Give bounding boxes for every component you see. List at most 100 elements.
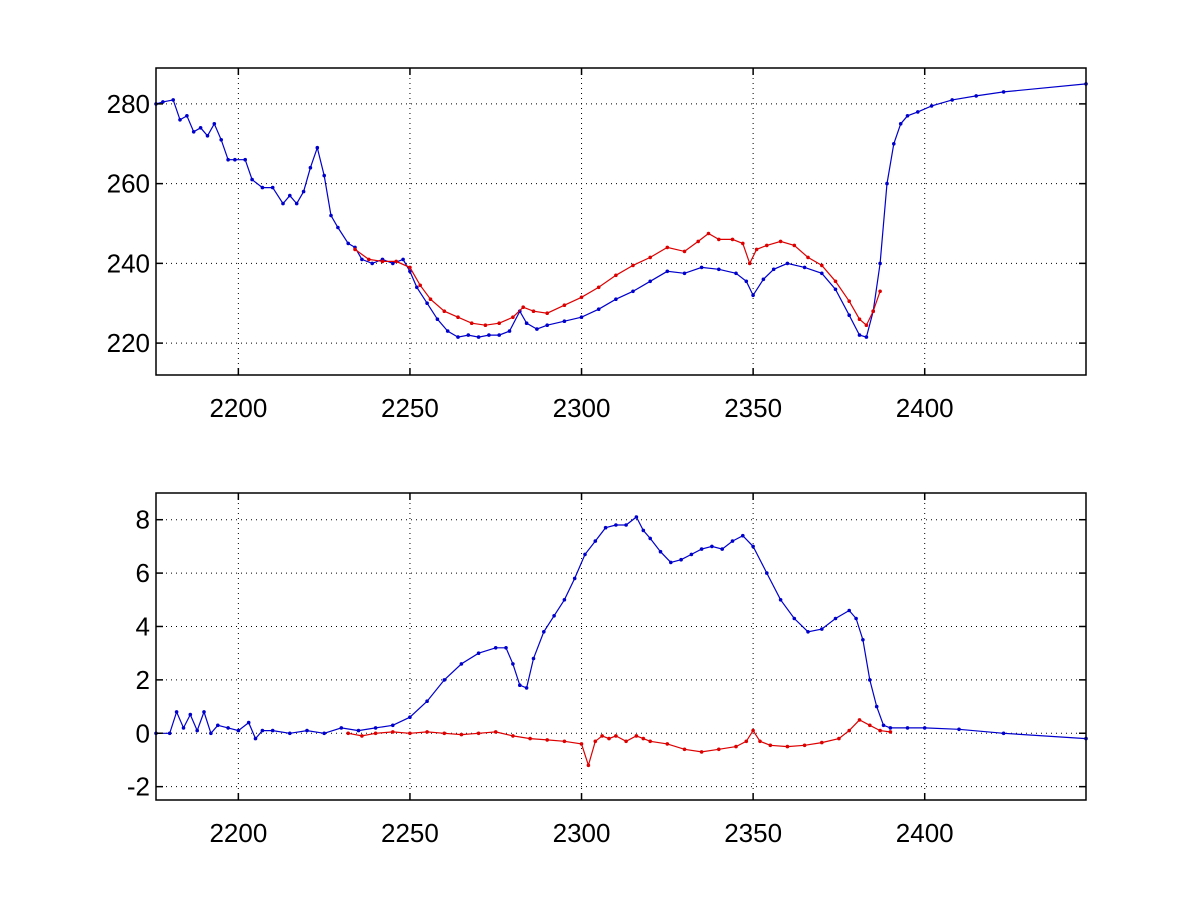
bottom-series-red-point xyxy=(493,730,498,734)
top-series-red-point xyxy=(833,279,838,284)
top-series-blue-point xyxy=(734,271,738,276)
top-series-blue-point xyxy=(425,301,429,306)
top-series-blue-point xyxy=(360,257,364,262)
top-series-blue-point xyxy=(370,261,375,266)
bottom-series-blue-point xyxy=(253,736,258,741)
top-series-blue-point xyxy=(456,335,460,339)
top-series-blue-point xyxy=(270,185,275,190)
bottom-series-blue-point xyxy=(373,726,378,730)
bottom-series-red-point xyxy=(360,734,364,738)
bottom-series-blue-point xyxy=(209,731,213,736)
top-series-red-point xyxy=(665,245,670,250)
bottom-series-red-point xyxy=(641,736,646,741)
top-series-red-point xyxy=(696,239,700,244)
top-series-blue-point xyxy=(178,118,182,122)
bottom-series-red-point xyxy=(593,739,598,744)
top-series-red-point xyxy=(380,259,385,264)
top-series-blue-point xyxy=(878,261,882,266)
bottom-series-blue-point xyxy=(593,539,598,543)
bottom-series-blue-point xyxy=(957,727,961,732)
bottom-series-blue-point xyxy=(741,533,745,538)
bottom-series-blue-point xyxy=(524,686,529,690)
bottom-series-red-point xyxy=(785,744,790,749)
top-series-blue-point xyxy=(435,317,440,322)
top-series-blue-point xyxy=(820,271,824,276)
bottom-series-blue-point xyxy=(669,560,673,565)
bottom-series-blue-point xyxy=(699,547,704,551)
top-series-blue-point xyxy=(205,134,210,138)
top-series-blue-point xyxy=(892,142,896,146)
bottom-series-red-point xyxy=(634,734,639,738)
top-series-red-point xyxy=(806,255,810,260)
top-series-blue-point xyxy=(916,110,920,114)
top-series-blue-point xyxy=(751,293,755,298)
bottom-series-red-point xyxy=(758,739,762,744)
top-series-blue-point xyxy=(408,269,412,274)
top-x-tick-label: 2250 xyxy=(381,393,439,423)
top-series-blue-point xyxy=(785,261,790,266)
top-series-blue-point xyxy=(699,265,704,270)
top-series-blue-point xyxy=(219,138,223,142)
bottom-series-blue-point xyxy=(922,726,927,730)
bottom-x-tick-label: 2250 xyxy=(381,818,439,848)
top-plot-panel: 2200 2250 2300 2350 2400 220 240 260 280 xyxy=(107,67,1088,423)
bottom-series-red-point xyxy=(600,734,604,738)
bottom-series-blue-point xyxy=(425,699,429,703)
top-series-red-line xyxy=(354,232,881,327)
bottom-series-blue-point xyxy=(246,720,251,725)
bottom-series-red-point xyxy=(476,731,481,736)
bottom-series-blue-point xyxy=(305,728,309,733)
bottom-plot-panel: 2200 2250 2300 2350 2400 -2 0 2 4 6 8 xyxy=(127,492,1088,848)
bottom-series-blue-point xyxy=(658,549,663,554)
top-series-red-point xyxy=(394,259,399,264)
bottom-x-tick-label: 2200 xyxy=(209,818,267,848)
bottom-series-blue-point xyxy=(634,515,639,519)
top-series-blue-point xyxy=(308,165,313,170)
top-series-red-point xyxy=(562,303,567,308)
top-series-blue-point xyxy=(535,327,539,331)
top-series-blue-point xyxy=(545,323,549,328)
bottom-series-blue-point xyxy=(442,678,447,682)
bottom-series-blue-point xyxy=(459,662,464,666)
bottom-series-blue-point xyxy=(868,678,872,682)
bottom-series-blue-point xyxy=(552,614,556,618)
bottom-series-red-point xyxy=(442,731,447,736)
bottom-series-blue-point xyxy=(260,728,265,733)
top-series-blue-point xyxy=(631,289,635,294)
top-series-blue-point xyxy=(329,213,333,218)
top-series-blue-point xyxy=(771,267,776,272)
bottom-series-red-point xyxy=(346,731,351,736)
bottom-series-blue-point xyxy=(270,728,275,733)
bottom-series-red-point xyxy=(837,736,841,741)
bottom-series-blue-point xyxy=(820,627,824,631)
bottom-series-blue-point xyxy=(572,576,577,581)
top-series-blue-point xyxy=(171,98,175,102)
top-series-blue-point xyxy=(233,157,237,162)
bottom-series-blue-point xyxy=(641,528,646,533)
bottom-series-blue-point xyxy=(339,726,344,730)
top-series-red-point xyxy=(442,309,447,314)
bottom-series-blue-point xyxy=(792,616,797,621)
top-series-blue-point xyxy=(191,130,196,134)
bottom-y-tick-label: 6 xyxy=(136,558,150,588)
top-x-tick-label: 2400 xyxy=(896,393,954,423)
top-series-red-point xyxy=(428,297,433,302)
bottom-series-blue-point xyxy=(847,608,851,613)
bottom-series-blue-point xyxy=(833,616,838,621)
bottom-series-blue-point xyxy=(689,552,694,557)
top-y-tick-label: 220 xyxy=(107,328,150,358)
bottom-series-blue-point xyxy=(226,726,230,730)
bottom-series-blue-point xyxy=(195,728,199,733)
bottom-series-blue-point xyxy=(583,552,587,557)
bottom-series-red-point xyxy=(682,747,687,752)
bottom-series-blue-point xyxy=(765,571,769,575)
bottom-y-tick-label: 8 xyxy=(136,505,150,535)
top-series-red-point xyxy=(596,285,601,290)
top-axes-frame xyxy=(155,67,1087,376)
bottom-series-red-point xyxy=(751,728,755,733)
top-series-blue-point xyxy=(336,225,340,230)
top-series-blue-point xyxy=(226,157,230,162)
bottom-series-red-point xyxy=(847,728,851,733)
top-series-blue-point xyxy=(562,319,567,324)
